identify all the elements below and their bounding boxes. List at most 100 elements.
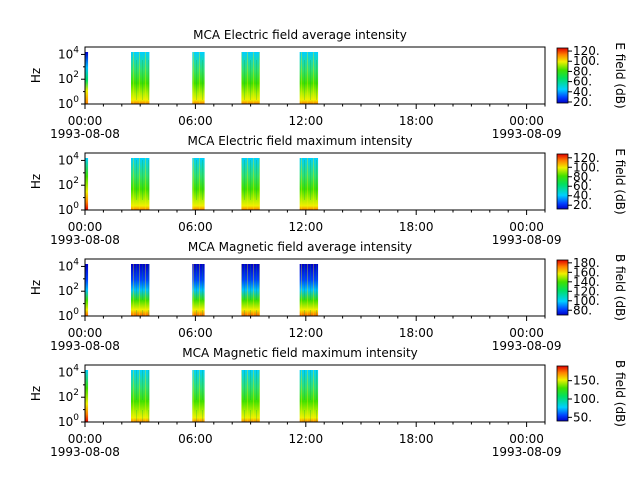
- x-tick-label: 00:00: [509, 326, 544, 340]
- x-date-label: 1993-08-09: [492, 127, 562, 141]
- data-segment-texture: [241, 264, 260, 316]
- colorbar: [556, 365, 569, 422]
- x-tick-label: 18:00: [399, 114, 434, 128]
- colorbar-tick-label: 40.: [573, 85, 592, 99]
- y-tick-label: 100: [58, 413, 79, 429]
- y-tick-label: 100: [58, 201, 79, 217]
- x-tick-label: 00:00: [68, 432, 103, 446]
- colorbar: [556, 47, 569, 104]
- panel-2: MCA Electric field maximum intensity 100 1…: [29, 134, 627, 247]
- data-segment: [85, 158, 89, 210]
- plot-area: [84, 258, 546, 317]
- colorbar-tick-label: 160.: [573, 265, 600, 279]
- colorbar-tick-label: 100.: [573, 54, 600, 68]
- data-segment-texture: [299, 264, 319, 316]
- x-tick-label: 00:00: [509, 432, 544, 446]
- x-tick-label: 12:00: [289, 220, 324, 234]
- x-tick-label: 00:00: [68, 326, 103, 340]
- panel-4: MCA Magnetic field maximum intensity 100 1…: [29, 346, 627, 459]
- data-segment-texture: [192, 264, 205, 316]
- x-tick-label: 18:00: [399, 220, 434, 234]
- data-segment-texture: [192, 52, 205, 104]
- y-axis-label: Hz: [29, 68, 43, 83]
- colorbar-tick-label: 80.: [573, 170, 592, 184]
- panel-3: MCA Magnetic field average intensity 100 1…: [29, 240, 627, 353]
- x-date-label: 1993-08-09: [492, 233, 562, 247]
- data-segment-texture: [192, 158, 205, 210]
- x-date-label: 1993-08-08: [50, 339, 120, 353]
- x-tick-label: 06:00: [178, 432, 213, 446]
- x-tick-label: 06:00: [178, 326, 213, 340]
- colorbar-tick-label: 80.: [573, 64, 592, 78]
- x-tick-label: 18:00: [399, 326, 434, 340]
- plot-area: [84, 364, 546, 423]
- plot-area: [84, 46, 546, 105]
- colorbar-tick-label: 50.: [573, 410, 592, 424]
- colorbar-label: E field (dB): [613, 148, 627, 214]
- panel-title: MCA Magnetic field average intensity: [188, 240, 412, 254]
- data-segment-texture: [131, 370, 150, 422]
- x-tick-label: 00:00: [509, 114, 544, 128]
- colorbar-tick-label: 120.: [573, 284, 600, 298]
- colorbar-tick-label: 150.: [573, 374, 600, 388]
- plot-area: [84, 152, 546, 211]
- y-tick-label: 102: [58, 70, 79, 86]
- data-segment-texture: [241, 370, 260, 422]
- colorbar-tick-label: 120.: [573, 44, 600, 58]
- y-axis-label: Hz: [29, 280, 43, 295]
- y-axis-label: Hz: [29, 174, 43, 189]
- colorbar-label: B field (dB): [613, 360, 627, 427]
- data-segment: [85, 264, 89, 316]
- colorbar: [556, 153, 569, 210]
- colorbar-tick-label: 120.: [573, 151, 600, 165]
- colorbar-tick-label: 40.: [573, 189, 592, 203]
- colorbar-label: E field (dB): [613, 42, 627, 108]
- panel-title: MCA Electric field average intensity: [193, 28, 407, 42]
- colorbar-tick-label: 60.: [573, 179, 592, 193]
- x-date-label: 1993-08-09: [492, 445, 562, 459]
- y-tick-label: 104: [58, 45, 79, 61]
- data-segment-texture: [192, 370, 205, 422]
- colorbar-tick-label: 100.: [573, 160, 600, 174]
- x-date-label: 1993-08-08: [50, 445, 120, 459]
- colorbar-tick-label: 100.: [573, 294, 600, 308]
- data-segment-texture: [131, 158, 150, 210]
- x-date-label: 1993-08-08: [50, 127, 120, 141]
- x-tick-label: 00:00: [68, 220, 103, 234]
- colorbar-tick-label: 100.: [573, 392, 600, 406]
- x-date-label: 1993-08-08: [50, 233, 120, 247]
- y-tick-label: 102: [58, 388, 79, 404]
- colorbar-tick-label: 60.: [573, 75, 592, 89]
- colorbar-label: B field (dB): [613, 254, 627, 321]
- data-segment-texture: [131, 264, 150, 316]
- panel-title: MCA Magnetic field maximum intensity: [182, 346, 418, 360]
- x-tick-label: 00:00: [68, 114, 103, 128]
- data-segment-texture: [299, 370, 319, 422]
- y-tick-label: 102: [58, 282, 79, 298]
- y-tick-label: 100: [58, 307, 79, 323]
- colorbar-tick-label: 20.: [573, 198, 592, 212]
- data-segment-texture: [241, 158, 260, 210]
- x-tick-label: 12:00: [289, 326, 324, 340]
- colorbar-tick-label: 80.: [573, 303, 592, 317]
- data-segment-texture: [241, 52, 260, 104]
- data-segment-texture: [299, 52, 319, 104]
- colorbar-tick-label: 180.: [573, 256, 600, 270]
- y-tick-label: 104: [58, 257, 79, 273]
- data-segment-texture: [299, 158, 319, 210]
- x-tick-label: 06:00: [178, 114, 213, 128]
- panel-1: MCA Electric field average intensity 100 1…: [29, 28, 627, 141]
- y-tick-label: 104: [58, 151, 79, 167]
- colorbar-tick-label: 140.: [573, 275, 600, 289]
- colorbar: [556, 259, 569, 316]
- data-segment: [85, 52, 89, 104]
- colorbar-tick-label: 20.: [573, 95, 592, 109]
- x-tick-label: 12:00: [289, 114, 324, 128]
- y-axis-label: Hz: [29, 386, 43, 401]
- panel-title: MCA Electric field maximum intensity: [187, 134, 412, 148]
- x-tick-label: 18:00: [399, 432, 434, 446]
- y-tick-label: 100: [58, 95, 79, 111]
- y-tick-label: 102: [58, 176, 79, 192]
- x-tick-label: 06:00: [178, 220, 213, 234]
